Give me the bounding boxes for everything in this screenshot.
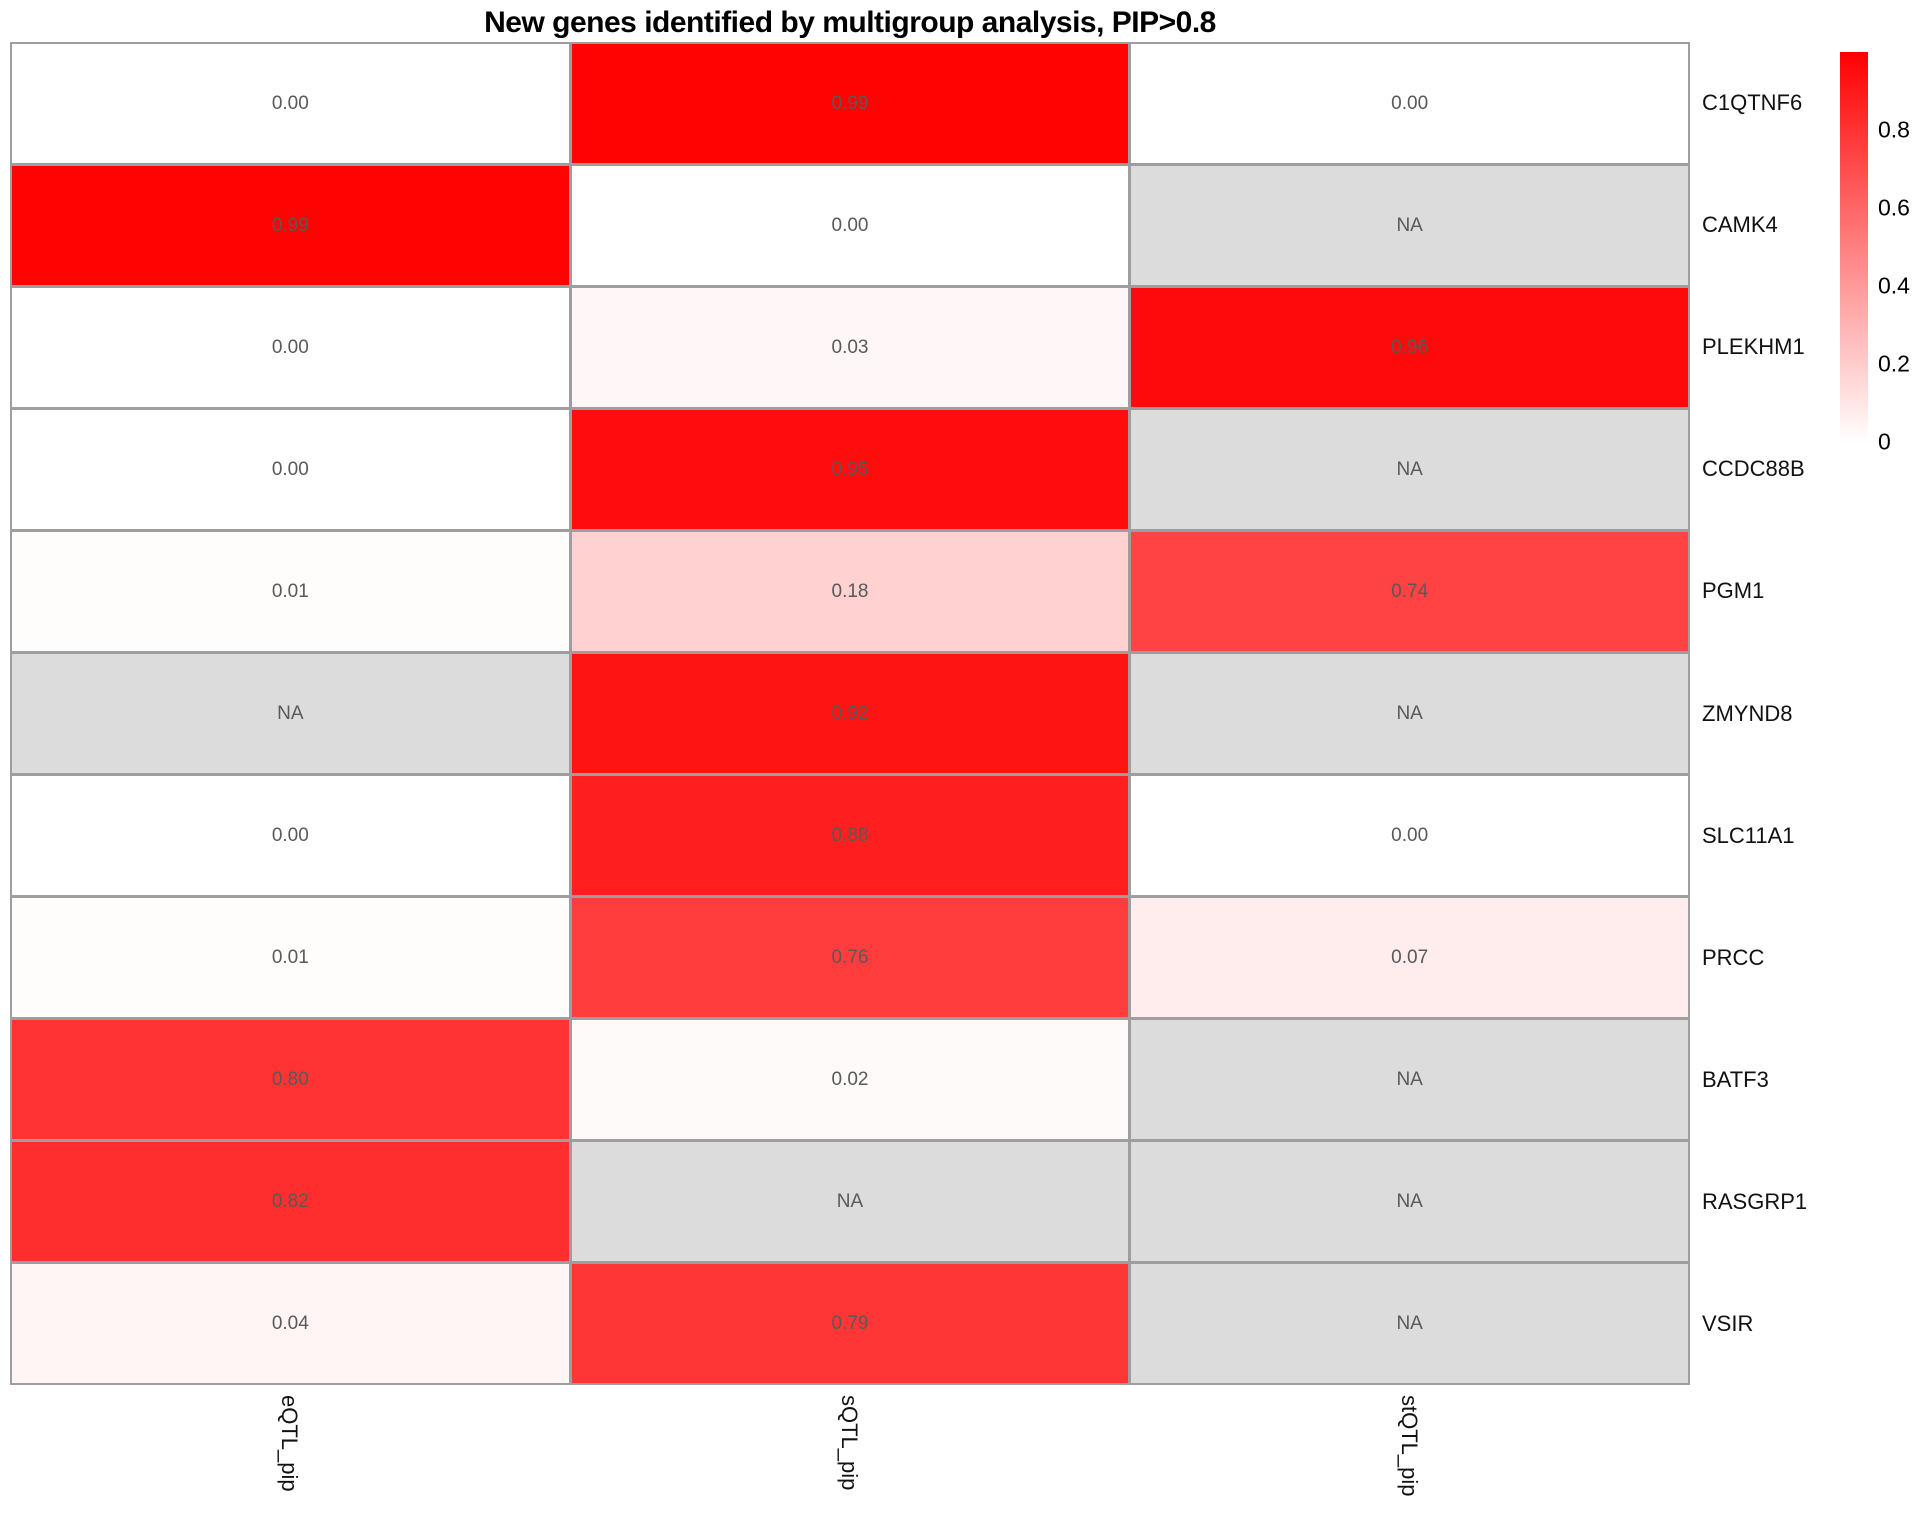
heatmap-cell: 0.99	[12, 166, 569, 285]
heatmap-cell: 0.88	[571, 776, 1129, 895]
heatmap-cell: 0.00	[12, 288, 569, 407]
heatmap-cell: 0.95	[571, 410, 1129, 529]
cell-value-label: 0.01	[271, 946, 309, 968]
cell-value-label: 0.00	[271, 824, 309, 846]
heatmap-cell: 0.74	[1131, 532, 1688, 651]
heatmap-cell: 0.80	[12, 1020, 569, 1139]
row-label: PGM1	[1702, 578, 1765, 604]
heatmap-cell: 0.96	[1131, 288, 1688, 407]
heatmap-cell: 0.79	[571, 1264, 1129, 1383]
row-label: BATF3	[1702, 1066, 1769, 1092]
column-label: sQTL_pip	[837, 1395, 862, 1491]
cell-value-label: NA	[1396, 702, 1423, 724]
row-label: RASGRP1	[1702, 1188, 1808, 1214]
legend-tick-label: 0.2	[1878, 350, 1910, 377]
cell-value-label: NA	[1396, 214, 1423, 236]
row-label: CCDC88B	[1702, 456, 1805, 482]
cell-value-label: 0.03	[831, 336, 869, 358]
heatmap-cell: 0.18	[571, 532, 1129, 651]
cell-value-label: 0.99	[271, 214, 309, 236]
row-labels: C1QTNF6 CAMK4 PLEKHM1 CCDC88B PGM1 ZMYND8 SLC1…	[1702, 42, 1807, 1385]
cell-value-label: 0.00	[1391, 92, 1429, 114]
cell-value-label: NA	[1396, 1312, 1423, 1334]
heatmap-cell: NA	[1131, 1020, 1688, 1139]
cell-value-label: 0.96	[1391, 336, 1429, 358]
cell-value-label: 0.99	[831, 92, 869, 114]
heatmap-grid: 0.00 0.99 0.00 0.99 0.00 NA 0.00 0.03 0.96 0.00 0.…	[10, 42, 1690, 1385]
heatmap-cell: 0.01	[12, 898, 569, 1017]
cell-value-label: NA	[1396, 1068, 1423, 1090]
row-label: SLC11A1	[1702, 822, 1795, 848]
heatmap-cell: NA	[1131, 166, 1688, 285]
row-label: VSIR	[1702, 1310, 1754, 1336]
heatmap-cell: 0.00	[12, 410, 569, 529]
heatmap-cell: 0.92	[571, 654, 1129, 773]
cell-value-label: 0.01	[271, 580, 309, 602]
cell-value-label: 0.04	[271, 1312, 309, 1334]
cell-value-label: 0.00	[1391, 824, 1429, 846]
cell-value-label: NA	[1396, 1190, 1423, 1212]
row-label: CAMK4	[1702, 212, 1778, 238]
legend-tick-label: 0.4	[1878, 272, 1910, 299]
cell-value-label: 0.76	[831, 946, 869, 968]
heatmap-cell: 0.00	[1131, 776, 1688, 895]
cell-value-label: 0.79	[831, 1312, 869, 1334]
cell-value-label: 0.07	[1391, 946, 1429, 968]
cell-value-label: 0.00	[271, 92, 309, 114]
cell-value-label: 0.80	[271, 1068, 309, 1090]
heatmap-cell: 0.00	[571, 166, 1129, 285]
heatmap-cell: 0.04	[12, 1264, 569, 1383]
heatmap-cell: 0.00	[12, 776, 569, 895]
legend-colorbar-gradient	[1840, 52, 1868, 442]
heatmap-cell: 0.01	[12, 532, 569, 651]
heatmap-cell: 0.00	[12, 44, 569, 163]
heatmap-cell: 0.02	[571, 1020, 1129, 1139]
legend-tick-label: 0	[1878, 428, 1891, 455]
cell-value-label: 0.88	[831, 824, 869, 846]
heatmap-cell: NA	[1131, 654, 1688, 773]
column-label: stQTL_pip	[1397, 1395, 1422, 1497]
cell-value-label: NA	[1396, 458, 1423, 480]
heatmap-cell: NA	[1131, 1264, 1688, 1383]
heatmap-cell: NA	[1131, 410, 1688, 529]
cell-value-label: 0.82	[271, 1190, 309, 1212]
row-label: PLEKHM1	[1702, 334, 1805, 360]
heatmap-cell: NA	[1131, 1142, 1688, 1261]
row-label: C1QTNF6	[1702, 90, 1803, 116]
chart-title: New genes identified by multigroup analy…	[484, 6, 1216, 39]
heatmap-cell: 0.03	[571, 288, 1129, 407]
row-label: ZMYND8	[1702, 700, 1793, 726]
cell-value-label: 0.92	[831, 702, 869, 724]
heatmap-cell: 0.00	[1131, 44, 1688, 163]
heatmap-cell: NA	[571, 1142, 1129, 1261]
cell-value-label: NA	[836, 1190, 864, 1212]
row-label: PRCC	[1702, 944, 1765, 970]
legend-tick-label: 0.8	[1878, 116, 1910, 143]
cell-value-label: 0.00	[271, 458, 309, 480]
cell-value-label: 0.00	[271, 336, 309, 358]
heatmap-cell: 0.07	[1131, 898, 1688, 1017]
heatmap-cell: 0.76	[571, 898, 1129, 1017]
cell-value-label: 0.02	[831, 1068, 869, 1090]
column-label: eQTL_pip	[277, 1395, 302, 1492]
cell-value-label: 0.00	[831, 214, 869, 236]
cell-value-label: 0.74	[1391, 580, 1429, 602]
cell-value-label: 0.95	[831, 458, 869, 480]
cell-value-label: 0.18	[831, 580, 869, 602]
heatmap-cell: 0.82	[12, 1142, 569, 1261]
heatmap-cell: 0.99	[571, 44, 1129, 163]
heatmap-cell: NA	[12, 654, 569, 773]
cell-value-label: NA	[277, 702, 304, 724]
legend-tick-label: 0.6	[1878, 194, 1910, 221]
